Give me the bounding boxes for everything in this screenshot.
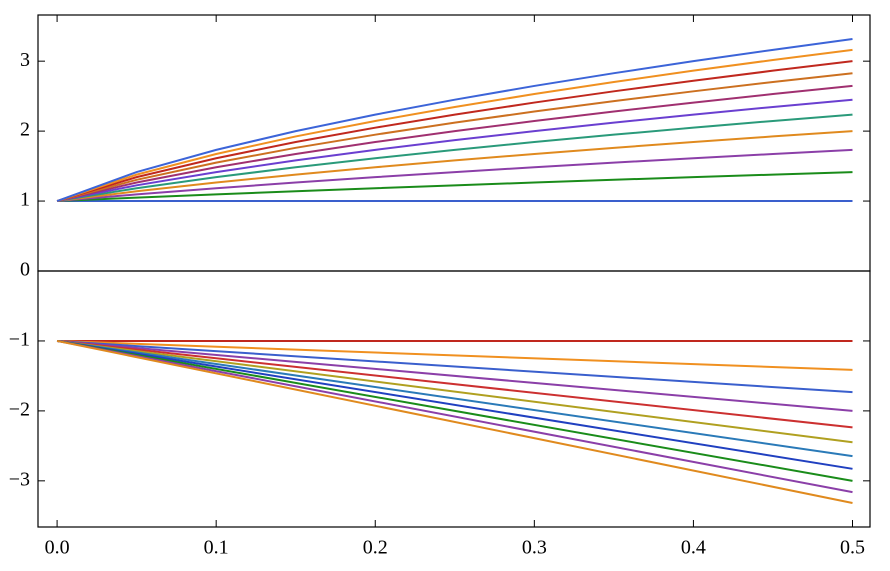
y-tick-label: 0 xyxy=(20,259,30,281)
x-tick-label: 0.5 xyxy=(840,537,865,559)
line-series xyxy=(56,84,853,203)
x-tick-label: 0.2 xyxy=(363,537,388,559)
line-series xyxy=(56,98,853,203)
line-series xyxy=(56,339,853,504)
y-tick-label: −3 xyxy=(9,468,30,490)
y-tick-label: 2 xyxy=(20,119,30,141)
line-series xyxy=(57,339,853,371)
line-series xyxy=(56,38,853,202)
line-series xyxy=(56,339,853,429)
line-series xyxy=(56,113,853,203)
line-series xyxy=(56,339,853,494)
x-tick-label: 0.3 xyxy=(522,537,547,559)
line-series xyxy=(56,339,853,444)
line-series xyxy=(56,339,853,482)
line-series xyxy=(56,48,853,203)
line-series xyxy=(57,148,853,203)
line-series xyxy=(56,72,853,203)
line-series xyxy=(57,339,853,394)
y-tick-label: 1 xyxy=(20,189,30,211)
line-series xyxy=(57,171,853,203)
y-tick-label: −2 xyxy=(9,398,30,420)
line-series xyxy=(57,339,853,412)
x-tick-label: 0.1 xyxy=(204,537,229,559)
y-tick-label: −1 xyxy=(9,329,30,351)
line-series xyxy=(56,339,853,470)
y-tick-label: 3 xyxy=(20,49,30,71)
line-series xyxy=(56,60,853,203)
line-series xyxy=(56,130,853,203)
x-tick-label: 0.4 xyxy=(681,537,706,559)
line-series xyxy=(56,339,853,458)
x-tick-label: 0.0 xyxy=(45,537,70,559)
plot-frame xyxy=(37,270,871,528)
